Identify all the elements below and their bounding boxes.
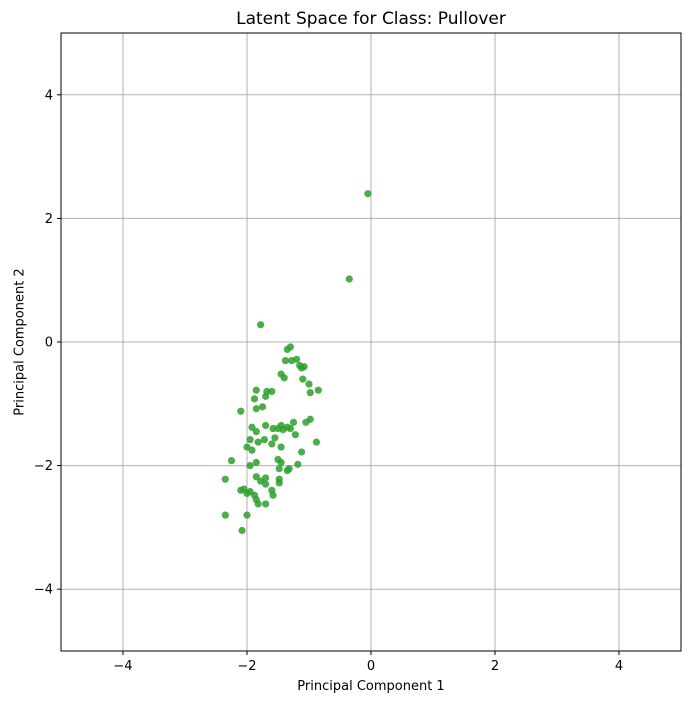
data-point xyxy=(291,431,299,439)
y-tick-label: 4 xyxy=(45,88,53,103)
data-point xyxy=(257,321,265,329)
data-point xyxy=(260,436,268,444)
data-point xyxy=(269,424,277,433)
data-point xyxy=(262,421,270,430)
data-point xyxy=(254,438,262,446)
y-tick-label: −2 xyxy=(34,459,53,474)
data-point xyxy=(254,500,262,508)
x-tick-label: 4 xyxy=(615,659,623,674)
data-point xyxy=(280,374,288,382)
data-point xyxy=(305,380,313,388)
grid xyxy=(61,33,681,651)
data-point xyxy=(221,511,229,519)
data-point xyxy=(302,418,310,426)
data-point xyxy=(277,458,285,467)
data-point xyxy=(293,355,301,363)
data-point xyxy=(277,443,285,451)
data-point xyxy=(345,275,353,283)
data-point xyxy=(262,500,270,508)
data-point xyxy=(299,375,307,383)
data-point xyxy=(262,480,270,488)
x-tick-label: −2 xyxy=(237,659,256,674)
y-axis-ticks: −4 −2 0 2 4 xyxy=(34,88,61,598)
data-point xyxy=(246,436,254,444)
data-point xyxy=(289,418,298,426)
x-tick-label: 2 xyxy=(491,659,499,674)
data-point xyxy=(252,428,260,436)
data-point xyxy=(221,475,229,483)
data-point xyxy=(252,386,260,394)
data-point xyxy=(285,465,293,473)
x-axis-ticks: −4 −2 0 2 4 xyxy=(113,651,623,674)
data-point xyxy=(268,440,276,448)
scatter-points xyxy=(221,190,372,535)
data-point xyxy=(306,389,314,397)
y-tick-label: 2 xyxy=(45,212,53,227)
x-tick-label: −4 xyxy=(113,659,132,674)
y-axis-label: Principal Component 2 xyxy=(13,268,28,415)
data-point xyxy=(281,356,290,365)
x-tick-label: 0 xyxy=(367,659,375,674)
data-point xyxy=(297,448,306,456)
data-point xyxy=(283,345,291,354)
data-point xyxy=(279,426,287,434)
data-point xyxy=(243,511,251,519)
data-point xyxy=(294,460,302,468)
x-axis-label: Principal Component 1 xyxy=(297,679,444,694)
data-point xyxy=(286,424,294,433)
data-point xyxy=(252,458,260,467)
data-point xyxy=(269,491,277,499)
y-tick-label: 0 xyxy=(45,336,53,351)
data-point xyxy=(237,407,245,415)
data-point xyxy=(246,462,254,470)
data-point xyxy=(258,403,267,411)
data-point xyxy=(364,190,372,198)
data-point xyxy=(275,465,283,473)
data-point xyxy=(314,386,322,394)
data-point xyxy=(271,434,279,442)
data-point xyxy=(227,457,236,465)
data-point xyxy=(248,446,256,454)
data-point xyxy=(250,395,259,403)
data-point xyxy=(312,438,321,446)
data-point xyxy=(275,475,283,483)
data-point xyxy=(300,363,308,371)
data-point xyxy=(252,473,260,481)
chart-title: Latent Space for Class: Pullover xyxy=(236,9,506,29)
data-point xyxy=(262,392,270,400)
data-point xyxy=(268,387,276,396)
data-point xyxy=(238,526,246,535)
y-tick-label: −4 xyxy=(34,583,53,598)
data-point xyxy=(252,405,260,413)
